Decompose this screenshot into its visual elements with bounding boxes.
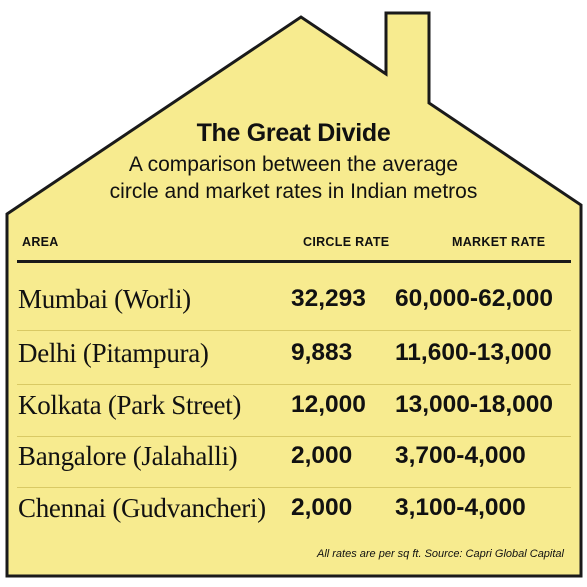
circle-rate-cell: 32,293 [291,285,366,312]
market-rate-cell: 60,000-62,000 [395,285,554,312]
market-rate-cell: 3,700-4,000 [395,442,526,469]
area-cell: Bangalore (Jalahalli) [18,441,238,471]
area-cell: Mumbai (Worli) [18,284,191,314]
market-rate-cell: 3,100-4,000 [395,494,526,521]
area-cell: Kolkata (Park Street) [18,390,242,420]
infographic-subtitle-line-2: circle and market rates in Indian metros [109,180,478,203]
row-divider [17,384,571,385]
market-rate-cell: 13,000-18,000 [395,391,554,418]
house-outline [5,11,583,578]
infographic-title: The Great Divide [196,119,391,147]
column-header-market-rate: MARKET RATE [452,235,546,249]
table-row: Mumbai (Worli) 32,293 60,000-62,000 [0,284,587,336]
table-row: Chennai (Gudvancheri) 2,000 3,100-4,000 [0,493,587,545]
circle-rate-cell: 2,000 [291,494,353,521]
market-rate-cell: 11,600-13,000 [395,339,552,366]
table-row: Kolkata (Park Street) 12,000 13,000-18,0… [0,390,587,442]
circle-rate-cell: 2,000 [291,442,353,469]
row-divider [17,436,571,437]
area-cell: Chennai (Gudvancheri) [18,493,266,523]
row-divider [17,330,571,331]
row-divider [17,487,571,488]
circle-rate-cell: 9,883 [291,339,353,366]
infographic-subtitle-line-1: A comparison between the average [128,153,459,176]
circle-rate-cell: 12,000 [291,391,366,418]
area-cell: Delhi (Pitampura) [18,338,209,368]
table-row: Bangalore (Jalahalli) 2,000 3,700-4,000 [0,441,587,493]
column-header-circle-rate: CIRCLE RATE [303,235,390,249]
source-footnote: All rates are per sq ft. Source: Capri G… [316,548,564,560]
header-rule [17,260,571,263]
column-header-area: AREA [22,235,59,249]
table-row: Delhi (Pitampura) 9,883 11,600-13,000 [0,338,587,390]
